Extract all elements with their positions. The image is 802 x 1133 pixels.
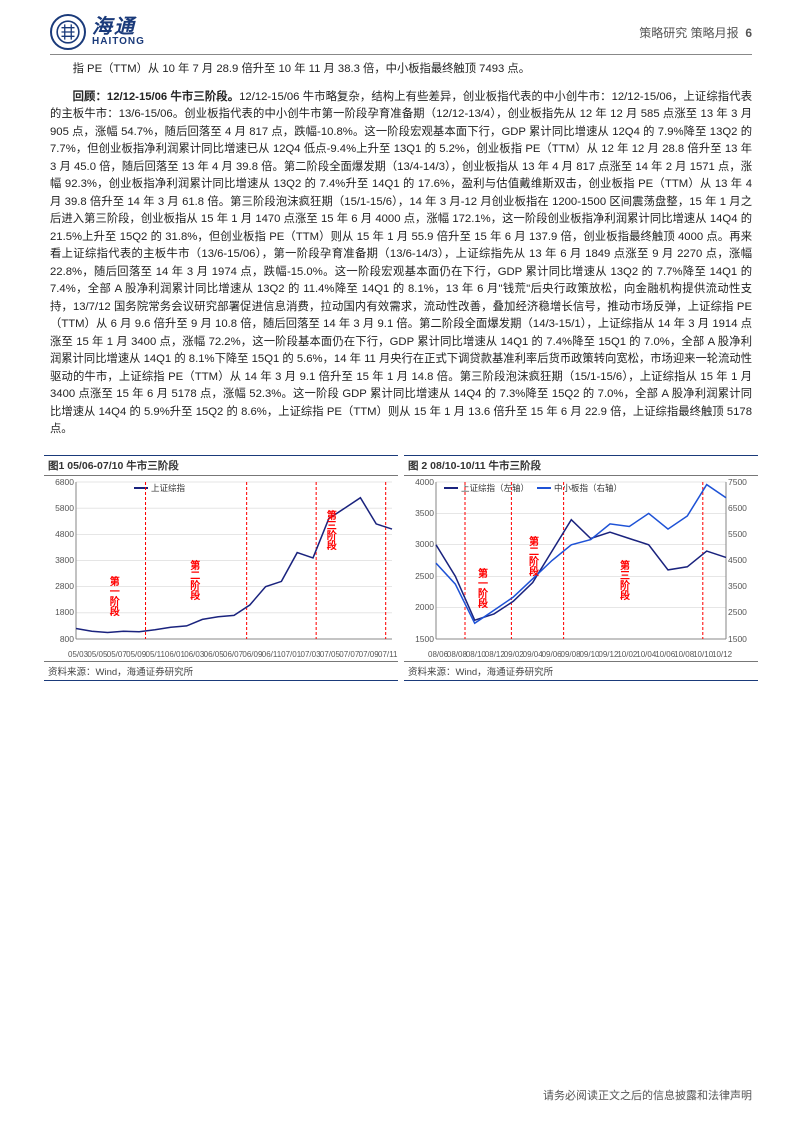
chart-2-panel: 图 2 08/10-10/11 牛市三阶段 上证综指（左轴） 中小板指（右轴） … [404, 455, 758, 681]
page-header: 海通 HAITONG 策略研究 策略月报 6 [0, 0, 802, 54]
chart-2-source: 资料来源：Wind，海通证券研究所 [404, 661, 758, 681]
logo-icon [50, 14, 86, 50]
chart-1-plot [76, 482, 392, 639]
para-intro-tail: 指 PE（TTM）从 10 年 7 月 28.9 倍升至 10 年 11 月 3… [50, 61, 752, 79]
main-content: 指 PE（TTM）从 10 年 7 月 28.9 倍升至 10 年 11 月 3… [0, 55, 802, 439]
chart-1-box: 上证综指 80018002800380048005800680005/0305/… [44, 476, 398, 661]
breadcrumb-text: 策略研究 策略月报 [639, 26, 738, 40]
chart-1-source: 资料来源：Wind，海通证券研究所 [44, 661, 398, 681]
para-2-body: 12/12-15/06 牛市略复杂，结构上有些差异，创业板指代表的中小创牛市：1… [50, 91, 752, 436]
para-2-lead: 回顾：12/12-15/06 牛市三阶段。 [73, 91, 240, 103]
page-number: 6 [745, 26, 752, 40]
logo-en: HAITONG [92, 37, 145, 47]
logo-cn: 海通 [92, 17, 145, 37]
chart-2-title: 图 2 08/10-10/11 牛市三阶段 [404, 455, 758, 476]
header-breadcrumb: 策略研究 策略月报 6 [639, 24, 752, 41]
charts-row: 图1 05/06-07/10 牛市三阶段 上证综指 80018002800380… [0, 449, 802, 681]
chart-1-panel: 图1 05/06-07/10 牛市三阶段 上证综指 80018002800380… [44, 455, 398, 681]
footer-disclaimer: 请务必阅读正文之后的信息披露和法律声明 [543, 1087, 752, 1103]
para-2: 回顾：12/12-15/06 牛市三阶段。12/12-15/06 牛市略复杂，结… [50, 89, 752, 439]
logo: 海通 HAITONG [50, 14, 145, 50]
chart-1-title: 图1 05/06-07/10 牛市三阶段 [44, 455, 398, 476]
chart-2-plot [436, 482, 726, 639]
chart-2-box: 上证综指（左轴） 中小板指（右轴） 1500200025003000350040… [404, 476, 758, 661]
